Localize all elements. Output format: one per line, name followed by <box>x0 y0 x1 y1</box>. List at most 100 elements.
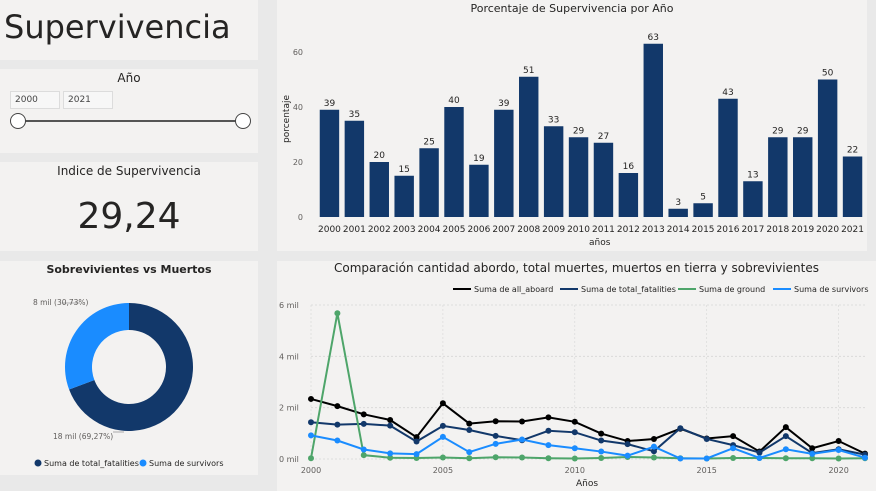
series-point[interactable] <box>756 449 763 456</box>
slicer-track[interactable] <box>18 120 243 122</box>
bar[interactable] <box>693 203 713 217</box>
series-point[interactable] <box>571 445 578 452</box>
series-point[interactable] <box>598 454 605 461</box>
series-point[interactable] <box>571 455 578 462</box>
series-point[interactable] <box>439 400 446 407</box>
series-point[interactable] <box>650 435 657 442</box>
bar[interactable] <box>319 109 340 217</box>
series-point[interactable] <box>466 449 473 456</box>
series-point[interactable] <box>334 421 341 428</box>
legend-fatalities-label[interactable]: Suma de total_fatalities <box>44 459 139 468</box>
series-point[interactable] <box>545 414 552 421</box>
bar[interactable] <box>469 164 489 217</box>
bar[interactable] <box>369 162 389 217</box>
series-point[interactable] <box>730 445 737 452</box>
series-point[interactable] <box>387 450 394 457</box>
series-point[interactable] <box>334 437 341 444</box>
series-point[interactable] <box>492 440 499 447</box>
bar[interactable] <box>419 148 439 217</box>
series-point[interactable] <box>677 455 684 462</box>
series-point[interactable] <box>677 425 684 432</box>
series-point[interactable] <box>598 430 605 437</box>
series-point[interactable] <box>466 426 473 433</box>
series-point[interactable] <box>360 446 367 453</box>
series-point[interactable] <box>308 432 314 439</box>
series-line[interactable] <box>310 313 866 460</box>
bar[interactable] <box>618 173 639 217</box>
bar[interactable] <box>743 181 763 217</box>
series-point[interactable] <box>360 420 367 427</box>
series-point[interactable] <box>782 424 789 431</box>
series-point[interactable] <box>703 455 710 462</box>
series-point[interactable] <box>571 429 578 436</box>
series-point[interactable] <box>492 418 499 425</box>
series-point[interactable] <box>387 422 394 429</box>
series-line[interactable] <box>310 434 866 460</box>
slicer-to-input[interactable]: 2021 <box>63 91 113 109</box>
series-point[interactable] <box>387 454 394 461</box>
series-line[interactable] <box>310 421 866 456</box>
series-point[interactable] <box>730 433 737 440</box>
series-point[interactable] <box>703 435 710 442</box>
series-point[interactable] <box>492 432 499 439</box>
bar[interactable] <box>718 98 738 217</box>
series-point[interactable] <box>439 422 446 429</box>
series-point[interactable] <box>439 454 446 461</box>
legend-series-label[interactable]: Suma de total_fatalities <box>581 285 676 294</box>
series-point[interactable] <box>466 455 473 462</box>
series-point[interactable] <box>624 452 631 459</box>
series-point[interactable] <box>545 442 552 449</box>
series-point[interactable] <box>360 452 367 459</box>
bar[interactable] <box>568 137 589 217</box>
series-point[interactable] <box>809 450 816 457</box>
series-point[interactable] <box>624 441 631 448</box>
series-point[interactable] <box>439 433 446 440</box>
bar[interactable] <box>394 175 414 217</box>
series-point[interactable] <box>782 455 789 462</box>
series-point[interactable] <box>598 437 605 444</box>
series-line[interactable] <box>310 397 866 455</box>
series-point[interactable] <box>308 395 314 402</box>
bar[interactable] <box>793 137 813 217</box>
bar[interactable] <box>817 79 838 218</box>
series-point[interactable] <box>650 443 657 450</box>
series-point[interactable] <box>519 436 526 443</box>
series-point[interactable] <box>835 455 842 462</box>
donut-slice-fatalities[interactable] <box>69 303 194 431</box>
series-point[interactable] <box>334 310 341 317</box>
bar[interactable] <box>344 120 365 217</box>
series-point[interactable] <box>782 446 789 453</box>
bar[interactable] <box>768 137 788 217</box>
series-point[interactable] <box>413 438 420 445</box>
series-point[interactable] <box>360 411 367 418</box>
series-point[interactable] <box>756 454 763 461</box>
series-point[interactable] <box>519 454 526 461</box>
series-point[interactable] <box>782 433 789 440</box>
series-point[interactable] <box>413 451 420 458</box>
legend-series-label[interactable]: Suma de ground <box>699 285 765 294</box>
series-point[interactable] <box>571 418 578 425</box>
series-point[interactable] <box>650 454 657 461</box>
series-point[interactable] <box>466 420 473 427</box>
donut-slice-survivors[interactable] <box>65 303 129 390</box>
series-point[interactable] <box>545 427 552 434</box>
series-point[interactable] <box>308 419 314 426</box>
series-point[interactable] <box>545 455 552 462</box>
series-point[interactable] <box>334 403 341 410</box>
series-point[interactable] <box>413 434 420 441</box>
series-point[interactable] <box>730 454 737 461</box>
series-point[interactable] <box>835 438 842 445</box>
bar[interactable] <box>543 126 564 217</box>
series-point[interactable] <box>598 448 605 455</box>
bar[interactable] <box>593 142 614 217</box>
bar[interactable] <box>494 109 514 217</box>
bar[interactable] <box>444 107 464 217</box>
series-point[interactable] <box>809 455 816 462</box>
legend-survivors-label[interactable]: Suma de survivors <box>149 459 224 468</box>
bar[interactable] <box>842 156 863 218</box>
slicer-handle-end[interactable] <box>235 113 251 129</box>
series-point[interactable] <box>519 418 526 425</box>
series-point[interactable] <box>387 416 394 423</box>
bar[interactable] <box>668 208 688 217</box>
legend-series-label[interactable]: Suma de all_aboard <box>474 285 553 294</box>
